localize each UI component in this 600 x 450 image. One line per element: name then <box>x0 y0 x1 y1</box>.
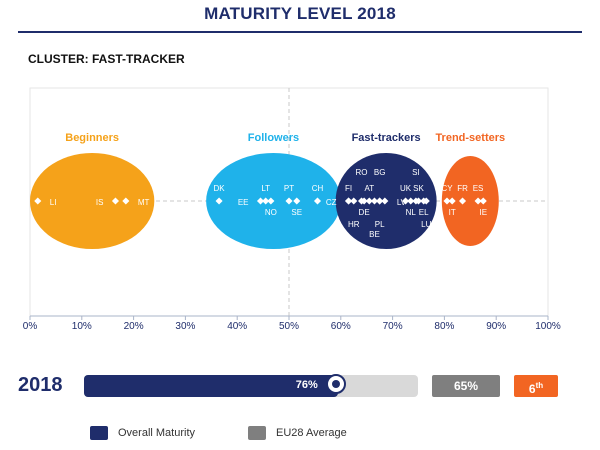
data-point <box>402 197 410 205</box>
page-title: MATURITY LEVEL 2018 <box>204 4 396 23</box>
point-label: IS <box>96 198 104 207</box>
maturity-progress-track: 76% <box>84 374 418 397</box>
point-label: BG <box>374 168 386 177</box>
point-label: SE <box>291 208 302 217</box>
data-point <box>256 197 265 205</box>
point-label: AT <box>364 184 374 193</box>
data-point <box>448 197 456 205</box>
data-point <box>345 197 353 205</box>
data-point <box>111 197 120 205</box>
data-point <box>479 197 487 205</box>
x-tick-label: 60% <box>331 321 351 332</box>
maturity-progress-value: 76% <box>295 379 318 391</box>
point-label: SK <box>413 184 424 193</box>
x-tick-label: 70% <box>383 321 403 332</box>
cluster-label: Trend-setters <box>435 132 505 144</box>
maturity-scatter-chart: 0% 10% 20% 30% 40% 50% 60% 70% 80% 90% 100% Beginne… <box>23 87 561 332</box>
point-label: NO <box>265 208 277 217</box>
legend-item-eu: EU28 Average <box>248 425 347 441</box>
legend-label-overall: Overall Maturity <box>118 427 196 439</box>
rank-badge: 6th <box>514 375 558 397</box>
legend-label-eu: EU28 Average <box>276 427 347 439</box>
data-point <box>414 197 423 205</box>
point-label: HR <box>348 220 360 229</box>
point-label: LU <box>421 220 431 229</box>
point-label: IT <box>449 208 456 217</box>
data-point <box>458 197 467 205</box>
cluster-ellipse <box>441 156 499 246</box>
x-tick-label: 30% <box>175 321 195 332</box>
point-label: DK <box>214 184 226 193</box>
rank-number: 6 <box>528 382 536 396</box>
data-point <box>443 197 451 205</box>
point-label: EE <box>238 198 249 207</box>
legend-swatch-eu <box>248 426 266 440</box>
data-point <box>34 197 42 205</box>
data-point <box>262 197 270 205</box>
point-label: PT <box>284 184 294 193</box>
point-label: CZ <box>326 198 337 207</box>
data-point <box>267 197 275 205</box>
data-point <box>293 197 301 205</box>
x-tick-label: 10% <box>72 321 92 332</box>
point-label: NL <box>406 208 417 217</box>
data-point <box>474 197 482 205</box>
legend-swatch-overall <box>90 426 108 440</box>
point-label: MT <box>138 198 150 207</box>
data-point <box>350 197 358 205</box>
year-label: 2018 <box>18 374 63 396</box>
legend-item-overall: Overall Maturity <box>90 425 195 441</box>
data-point <box>122 197 130 205</box>
cluster-label: CLUSTER: FAST-TRACKER <box>28 52 185 66</box>
data-point <box>360 197 368 205</box>
x-tick-label: 40% <box>227 321 247 332</box>
cluster-label: Followers <box>248 132 299 144</box>
x-tick-label: 50% <box>279 321 299 332</box>
data-point <box>381 197 389 205</box>
point-label: BE <box>369 230 380 239</box>
data-point <box>365 197 373 205</box>
eu-average-badge: 65% <box>432 375 500 397</box>
point-label: PL <box>375 220 385 229</box>
data-point <box>407 197 415 205</box>
data-point <box>313 197 322 205</box>
point-label: FI <box>345 184 352 193</box>
cluster-label: Fast-trackers <box>352 132 421 144</box>
x-tick-label: 90% <box>486 321 506 332</box>
data-point <box>422 197 430 205</box>
point-label: LT <box>261 184 270 193</box>
point-label: LV <box>397 198 407 207</box>
point-label: FR <box>457 184 468 193</box>
point-label: EL <box>419 208 429 217</box>
point-label: DE <box>359 208 370 217</box>
cluster-ellipse <box>30 153 155 249</box>
data-point <box>376 197 384 205</box>
cluster-label: Beginners <box>65 132 119 144</box>
title-divider <box>18 31 582 33</box>
point-label: CY <box>441 184 453 193</box>
maturity-progress-fill: 76% <box>84 374 346 397</box>
point-label: LI <box>50 198 57 207</box>
rank-suffix: th <box>535 381 544 390</box>
x-tick-label: 80% <box>434 321 454 332</box>
x-tick-label: 0% <box>23 321 38 332</box>
point-label: RO <box>356 168 368 177</box>
data-point <box>285 197 293 205</box>
point-label: UK <box>400 184 412 193</box>
point-label: CH <box>312 184 324 193</box>
point-label: SI <box>412 168 420 177</box>
point-label: IE <box>479 208 487 217</box>
x-tick-label: 100% <box>535 321 561 332</box>
data-point <box>370 197 379 205</box>
x-tick-label: 20% <box>124 321 144 332</box>
data-point <box>215 197 223 205</box>
progress-knob-icon <box>325 374 346 394</box>
point-label: ES <box>473 184 484 193</box>
